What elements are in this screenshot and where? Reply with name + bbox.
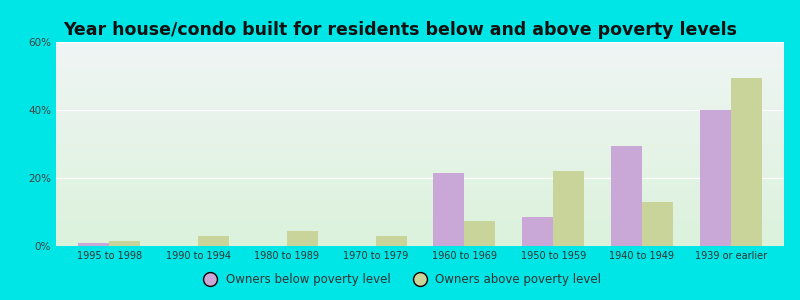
Legend: Owners below poverty level, Owners above poverty level: Owners below poverty level, Owners above… — [194, 269, 606, 291]
Bar — [434, 173, 464, 246]
Bar — [78, 243, 110, 246]
Bar — [464, 220, 495, 246]
Bar — [611, 146, 642, 246]
Bar — [730, 78, 762, 246]
Bar — [110, 241, 140, 246]
Bar — [287, 231, 318, 246]
Bar — [522, 217, 553, 246]
Bar — [198, 236, 229, 246]
Bar — [553, 171, 584, 246]
Bar — [642, 202, 673, 246]
Bar — [376, 236, 406, 246]
Bar — [700, 110, 730, 246]
Text: Year house/condo built for residents below and above poverty levels: Year house/condo built for residents bel… — [63, 21, 737, 39]
